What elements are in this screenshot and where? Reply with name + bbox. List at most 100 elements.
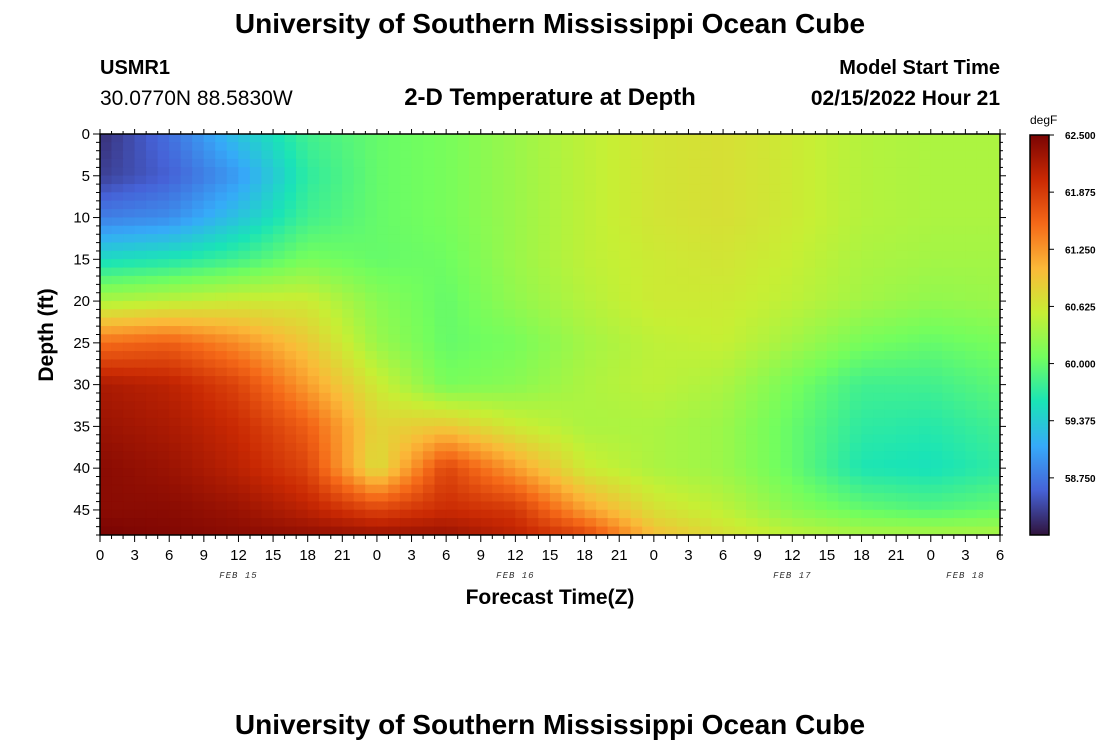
- heatmap-cell: [826, 351, 840, 361]
- heatmap-cell: [596, 142, 609, 152]
- heatmap-cell: [376, 359, 390, 369]
- heatmap-cell: [272, 426, 286, 436]
- heatmap-cell: [342, 367, 355, 378]
- heatmap-cell: [134, 200, 147, 210]
- heatmap-cell: [295, 401, 309, 411]
- heatmap-cell: [284, 351, 297, 361]
- heatmap-cell: [780, 392, 794, 403]
- heatmap-cell: [319, 150, 332, 160]
- heatmap-cell: [376, 167, 390, 177]
- heatmap-cell: [907, 384, 920, 394]
- heatmap-cell: [238, 417, 251, 428]
- heatmap-cell: [492, 134, 505, 144]
- heatmap-cell: [330, 225, 344, 235]
- heatmap-cell: [861, 200, 874, 210]
- heatmap-cell: [988, 518, 1000, 528]
- heatmap-cell: [803, 376, 817, 386]
- heatmap-cell: [399, 459, 413, 469]
- heatmap-cell: [492, 342, 505, 352]
- heatmap-cell: [365, 209, 378, 219]
- heatmap-cell: [549, 225, 563, 235]
- heatmap-cell: [342, 225, 355, 235]
- heatmap-cell: [215, 275, 228, 286]
- heatmap-cell: [584, 325, 597, 336]
- heatmap-cell: [538, 417, 551, 428]
- heatmap-cell: [249, 409, 263, 419]
- heatmap-cell: [930, 468, 944, 478]
- heatmap-cell: [307, 175, 320, 185]
- heatmap-cell: [319, 317, 332, 327]
- heatmap-cell: [630, 426, 644, 436]
- heatmap-cell: [872, 192, 886, 202]
- heatmap-cell: [838, 325, 851, 336]
- heatmap-cell: [607, 384, 620, 394]
- heatmap-cell: [295, 434, 309, 444]
- heatmap-cell: [665, 417, 678, 428]
- heatmap-cell: [388, 259, 401, 269]
- heatmap-cell: [561, 225, 574, 235]
- heatmap-cell: [445, 242, 459, 252]
- heatmap-cell: [872, 175, 886, 185]
- heatmap-cell: [734, 234, 747, 244]
- heatmap-cell: [653, 434, 667, 444]
- heatmap-cell: [411, 284, 424, 294]
- heatmap-cell: [584, 134, 597, 144]
- heatmap-cell: [295, 209, 309, 219]
- heatmap-cell: [665, 384, 678, 394]
- heatmap-cell: [330, 468, 344, 478]
- heatmap-cell: [538, 442, 551, 453]
- heatmap-cell: [445, 200, 459, 210]
- heatmap-cell: [307, 451, 320, 461]
- heatmap-cell: [330, 317, 344, 327]
- heatmap-cell: [492, 142, 505, 152]
- heatmap-cell: [388, 325, 401, 336]
- heatmap-cell: [988, 401, 1000, 411]
- heatmap-cell: [572, 434, 586, 444]
- heatmap-cell: [307, 476, 320, 486]
- heatmap-cell: [492, 167, 505, 177]
- heatmap-cell: [492, 468, 505, 478]
- heatmap-cell: [699, 150, 713, 160]
- heatmap-cell: [353, 434, 367, 444]
- heatmap-cell: [295, 392, 309, 403]
- heatmap-cell: [145, 484, 159, 494]
- heatmap-cell: [711, 509, 724, 520]
- heatmap-cell: [919, 518, 932, 528]
- heatmap-cell: [872, 384, 886, 394]
- heatmap-cell: [261, 442, 274, 453]
- heatmap-cell: [342, 300, 355, 311]
- heatmap-cell: [272, 342, 286, 352]
- heatmap-cell: [665, 292, 678, 302]
- heatmap-cell: [746, 501, 759, 511]
- heatmap-cell: [930, 225, 944, 235]
- heatmap-cell: [180, 158, 194, 169]
- heatmap-cell: [722, 417, 736, 428]
- heatmap-cell: [711, 459, 724, 469]
- heatmap-cell: [561, 509, 574, 520]
- heatmap-cell: [861, 250, 874, 261]
- heatmap-cell: [319, 409, 332, 419]
- heatmap-cell: [100, 300, 113, 311]
- heatmap-cell: [111, 134, 124, 144]
- heatmap-cell: [757, 134, 770, 144]
- heatmap-cell: [480, 518, 494, 528]
- heatmap-cell: [261, 292, 274, 302]
- heatmap-cell: [365, 175, 378, 185]
- heatmap-cell: [896, 267, 909, 277]
- heatmap-cell: [734, 367, 747, 378]
- heatmap-cell: [653, 134, 667, 144]
- heatmap-cell: [122, 167, 136, 177]
- heatmap-cell: [526, 501, 540, 511]
- heatmap-cell: [734, 384, 747, 394]
- heatmap-cell: [445, 351, 459, 361]
- heatmap-cell: [746, 334, 759, 344]
- heatmap-cell: [722, 384, 736, 394]
- heatmap-cell: [365, 192, 378, 202]
- heatmap-cell: [572, 183, 586, 194]
- heatmap-cell: [838, 468, 851, 478]
- heatmap-cell: [838, 409, 851, 419]
- heatmap-cell: [607, 401, 620, 411]
- heatmap-cell: [445, 384, 459, 394]
- heatmap-cell: [699, 225, 713, 235]
- heatmap-cell: [596, 275, 609, 286]
